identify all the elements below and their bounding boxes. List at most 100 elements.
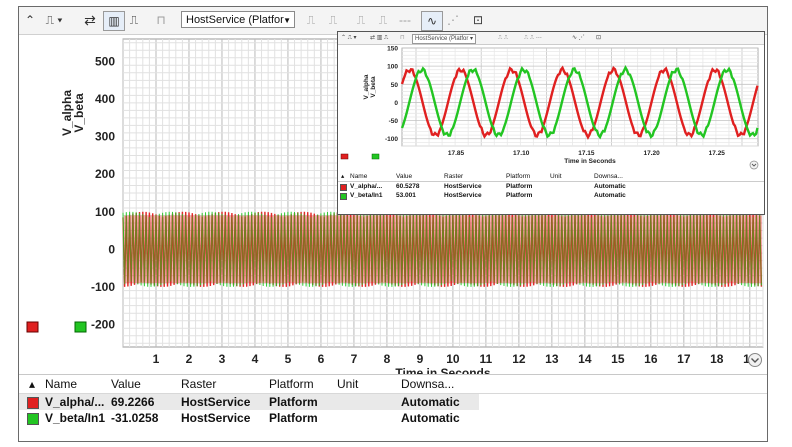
scroll-down-icon[interactable]	[748, 353, 762, 367]
signal-table-cell-downsample: Automatic	[401, 411, 460, 425]
svg-text:V_alpha: V_alpha	[60, 90, 74, 136]
inset-beta-swatch[interactable]	[371, 153, 380, 160]
beta-color-swatch[interactable]	[74, 321, 87, 333]
x-tick-label: 11	[480, 352, 493, 366]
inset-x-tick-label: 17.15	[578, 150, 595, 157]
signal-table-cell-platform: Platform	[269, 411, 318, 425]
inset-table-cell-platform: Platform	[506, 192, 533, 199]
y-tick-label: 400	[95, 92, 115, 106]
signal-table-column-header[interactable]: Platform	[269, 377, 314, 391]
y-tick-label: 100	[95, 205, 115, 219]
inset-cursor-icon[interactable]: ⌃ ⎍ ▾	[341, 35, 357, 41]
inset-table-column-header[interactable]: Name	[350, 173, 368, 180]
inset-toolbar: ⌃ ⎍ ▾ ⇄ ▥ ⎍ ⊓ HostService (Platfor ▾ ⎍ ⎍…	[338, 32, 764, 45]
x-tick-label: 18	[710, 352, 724, 366]
signal-table-color-swatch[interactable]	[27, 413, 39, 425]
x-tick-label: 6	[318, 352, 325, 366]
line-style-label[interactable]: ---	[399, 13, 411, 27]
inset-table-cell-value: 60.5278	[396, 183, 420, 190]
x-tick-label: 1	[153, 352, 160, 366]
inset-raster-select[interactable]: HostService (Platfor ▾	[412, 34, 477, 44]
signal-table-column-header[interactable]: Downsa...	[401, 377, 455, 391]
inset-table-sort-icon[interactable]: ▴	[341, 173, 345, 180]
zoom-peak-icon[interactable]: ⎍	[306, 13, 316, 27]
svg-text:V_beta: V_beta	[72, 93, 86, 133]
x-tick-label: 5	[285, 352, 292, 366]
inset-table-column-header[interactable]: Unit	[550, 173, 562, 180]
inset-table-row[interactable]: V_alpha/... 60.5278 HostService Platform Aut…	[338, 182, 764, 191]
y-tick-label: -200	[91, 317, 115, 331]
inset-table-cell-raster: HostService	[444, 192, 482, 199]
inset-table-color-swatch[interactable]	[340, 184, 347, 191]
x-tick-label: 10	[446, 352, 460, 366]
x-axis-label: Time in Seconds	[395, 366, 490, 374]
x-tick-label: 4	[252, 352, 259, 366]
y-tick-label: -100	[91, 280, 115, 294]
inset-table-column-header[interactable]: Platform	[506, 173, 531, 180]
inset-table-column-header[interactable]: Raster	[444, 173, 464, 180]
inset-table-cell-downsample: Automatic	[594, 192, 626, 199]
inset-refresh-icon[interactable]: ⇄ ▥ ⎍	[370, 35, 389, 41]
wave-icon[interactable]: ∿	[421, 11, 443, 31]
svg-text:V_alpha: V_alpha	[363, 74, 370, 99]
inset-x-tick-label: 17.20	[643, 150, 660, 157]
signal-table-row[interactable]: V_alpha/... 69.2266 HostService Platform Aut…	[19, 394, 479, 410]
inset-table-column-header[interactable]: Value	[396, 173, 413, 180]
inset-zoom-icon[interactable]: ⎍ ⎍	[498, 35, 509, 41]
x-tick-label: 9	[417, 352, 424, 366]
signal-table-cell-name: V_alpha/...	[45, 395, 105, 409]
markers-icon[interactable]: ⊓	[156, 13, 166, 27]
signal-table-column-header[interactable]: Unit	[337, 377, 359, 391]
inset-export-icon[interactable]: ⊡	[596, 35, 602, 41]
inset-scroll-down-icon[interactable]	[749, 160, 759, 170]
x-tick-label: 12	[512, 352, 526, 366]
raster-select[interactable]: HostService (Platfor ▼	[181, 11, 295, 28]
step-view-icon[interactable]: ⎍	[129, 13, 139, 27]
signal-table-cell-raster: HostService	[181, 395, 251, 409]
signal-table-column-header[interactable]: Raster	[181, 377, 217, 391]
inset-table-cell-downsample: Automatic	[594, 183, 626, 190]
cursor-icon[interactable]: ⌃	[24, 13, 36, 27]
raster-select-value: HostService (Platfor	[186, 14, 284, 26]
inset-markers-icon[interactable]: ⊓	[400, 35, 405, 41]
signal-table-column-header[interactable]: Name	[45, 377, 78, 391]
y-tick-label: 200	[95, 167, 115, 181]
inset-table-row[interactable]: V_beta/In1 53.001 HostService Platform Autom…	[338, 191, 764, 200]
inset-x-tick-label: 17.85	[448, 150, 465, 157]
inset-wave-icon[interactable]: ∿ ⋰	[572, 35, 585, 41]
export-icon[interactable]: ⊡	[472, 13, 484, 27]
bar-view-icon[interactable]: ▥	[103, 11, 125, 31]
inset-table-cell-value: 53.001	[396, 192, 416, 199]
inset-signal-table: ▴ Name Value Raster Platform Unit Downsa... V_a…	[338, 172, 764, 200]
inset-y-tick-label: -100	[385, 136, 398, 143]
inset-alpha-swatch[interactable]	[340, 153, 349, 160]
x-tick-label: 7	[351, 352, 358, 366]
signal-table-sort-icon[interactable]: ▴	[29, 377, 36, 391]
signal-table-cell-raster: HostService	[181, 411, 251, 425]
inset-y-tick-label: 100	[387, 64, 398, 71]
inset-table-cell-name: V_alpha/...	[350, 183, 383, 190]
signal-table-row[interactable]: V_beta/In1 -31.0258 HostService Platform Aut…	[19, 410, 767, 426]
inset-x-axis-label: Time in Seconds	[564, 158, 616, 165]
zoom-amplitude-icon[interactable]: ⎍	[328, 13, 338, 27]
signal-table-color-swatch[interactable]	[27, 397, 39, 409]
scatter-icon[interactable]: ⋰	[447, 13, 459, 27]
inset-table-column-header[interactable]: Downsa...	[594, 173, 623, 180]
inset-table-header: ▴ Name Value Raster Platform Unit Downsa...	[338, 172, 764, 182]
signal-table: ▴ Name Value Raster Platform Unit Downsa... V_a…	[19, 374, 767, 441]
inset-table-cell-raster: HostService	[444, 183, 482, 190]
zoom-chart[interactable]: 150 100 50 0 -50 -100 17.85 17.10 17.15 17.20 17.2…	[338, 44, 764, 172]
inset-series-line-alpha	[400, 65, 759, 140]
inset-table-cell-platform: Platform	[506, 183, 533, 190]
inset-fit-icon[interactable]: ⎍ ⎍ ---	[524, 35, 542, 41]
x-tick-label: 15	[611, 352, 625, 366]
fit-x-icon[interactable]: ⎍	[356, 13, 366, 27]
alpha-color-swatch[interactable]	[26, 321, 39, 333]
y-tick-label: 300	[95, 130, 115, 144]
signal-table-column-header[interactable]: Value	[111, 377, 141, 391]
trigger-mode-icon[interactable]: ⎍ ▾	[45, 13, 63, 27]
inset-table-color-swatch[interactable]	[340, 193, 347, 200]
fit-y-icon[interactable]: ⎍	[378, 13, 388, 27]
refresh-icon[interactable]: ⇄	[84, 12, 96, 28]
